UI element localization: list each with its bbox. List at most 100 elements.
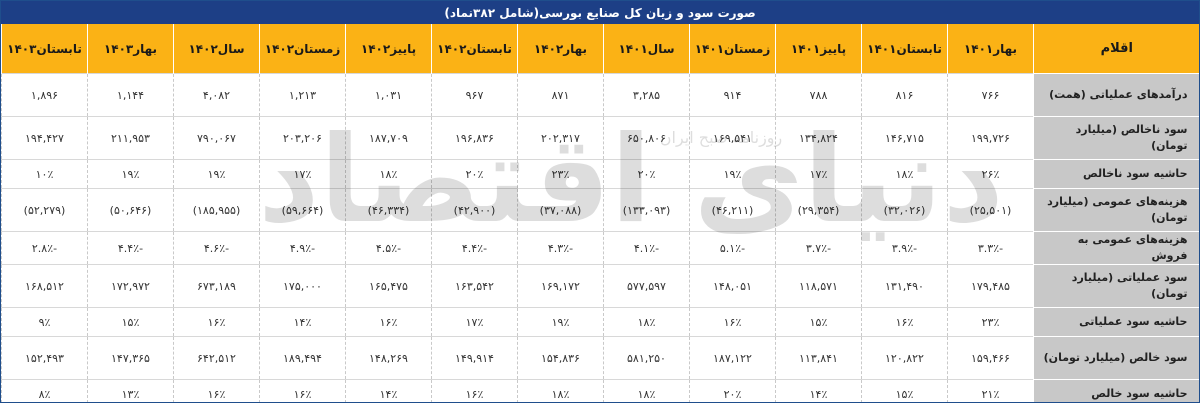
table-cell: ۱,۸۹۶	[1, 73, 88, 117]
table-cell: -۵.۱٪	[689, 231, 776, 265]
table-cell: ۱۶۹,۱۷۲	[517, 264, 604, 308]
table-cell: ۶۴۲,۵۱۲	[173, 336, 260, 380]
table-cell: ۱۷٪	[431, 307, 518, 337]
header-label: اقلام	[1033, 24, 1199, 74]
table-cell: ۱۷۲,۹۷۲	[87, 264, 174, 308]
table-cell: -۴.۴٪	[87, 231, 174, 265]
table-row: حاشیه سود خالص ۲۱٪ ۱۵٪ ۱۴٪ ۲۰٪ ۱۸٪ ۱۸٪ ۱۶٪ ۱۴٪ ۱۶…	[1, 379, 1199, 402]
table-cell: ۲۶٪	[947, 159, 1034, 189]
table-cell: ۸٪	[1, 379, 88, 402]
period-header: زمستان۱۴۰۲	[259, 24, 346, 74]
table-cell: ۱۵٪	[861, 379, 948, 402]
table-cell: ۱,۲۱۳	[259, 73, 346, 117]
header-row: اقلام بهار۱۴۰۱ تابستان۱۴۰۱ پاییز۱۴۰۱ زمس…	[1, 24, 1199, 74]
table-cell: (۴۲,۹۰۰)	[431, 188, 518, 232]
table-row: سود خالص (میلیارد تومان) ۱۵۹,۴۶۶ ۱۲۰,۸۲۲ ۱۱…	[1, 336, 1199, 380]
table-cell: ۱۴۹,۹۱۴	[431, 336, 518, 380]
table-row: هزینه‌های عمومی به فروش -۳.۳٪ -۳.۹٪ -۳.۷٪ -۵…	[1, 231, 1199, 265]
row-label: حاشیه سود عملیاتی	[1033, 307, 1199, 337]
table-cell: ۱۶٪	[861, 307, 948, 337]
table-cell: -۳.۹٪	[861, 231, 948, 265]
table-cell: ۱۶٪	[173, 379, 260, 402]
table-cell: ۱۸٪	[603, 307, 690, 337]
table-cell: -۴.۵٪	[345, 231, 432, 265]
table-body: درآمدهای عملیاتی (همت) ۷۶۶ ۸۱۶ ۷۸۸ ۹۱۴ ۳,۲۸۵ ۸…	[1, 73, 1199, 402]
row-label: سود ناخالص (میلیارد تومان)	[1033, 116, 1199, 160]
table-cell: ۴,۰۸۲	[173, 73, 260, 117]
table-cell: ۸۱۶	[861, 73, 948, 117]
table-cell: ۲۱٪	[947, 379, 1034, 402]
table-cell: (۵۹,۶۶۴)	[259, 188, 346, 232]
table-cell: -۴.۴٪	[431, 231, 518, 265]
table-cell: ۱۶۹,۵۴۱	[689, 116, 776, 160]
table-cell: ۱,۰۳۱	[345, 73, 432, 117]
table-cell: ۱۴۸,۲۶۹	[345, 336, 432, 380]
table-row: سود ناخالص (میلیارد تومان) ۱۹۹,۷۲۶ ۱۴۶,۷۱۵…	[1, 116, 1199, 160]
table-row: حاشیه سود ناخالص ۲۶٪ ۱۸٪ ۱۷٪ ۱۹٪ ۲۰٪ ۲۳٪ ۲۰٪ ۱۸٪…	[1, 159, 1199, 189]
table-cell: -۳.۳٪	[947, 231, 1034, 265]
table-cell: (۴۶,۳۳۴)	[345, 188, 432, 232]
table-cell: ۲۰٪	[689, 379, 776, 402]
table-cell: ۱۵۲,۴۹۳	[1, 336, 88, 380]
table-cell: ۱,۱۴۴	[87, 73, 174, 117]
table-cell: ۱۹۶,۸۳۶	[431, 116, 518, 160]
table-cell: ۱۹۴,۴۲۷	[1, 116, 88, 160]
table-cell: ۲۳٪	[947, 307, 1034, 337]
table-cell: ۷۸۸	[775, 73, 862, 117]
table-cell: ۱۰٪	[1, 159, 88, 189]
table-cell: (۳۲,۰۲۶)	[861, 188, 948, 232]
table-cell: (۱۳۳,۰۹۳)	[603, 188, 690, 232]
table-row: سود عملیاتی (میلیارد تومان) ۱۷۹,۴۸۵ ۱۳۱,۴۹…	[1, 264, 1199, 308]
table-title: صورت سود و زیان کل صنایع بورسی(شامل ۳۸۲ن…	[1, 1, 1199, 24]
table-row: درآمدهای عملیاتی (همت) ۷۶۶ ۸۱۶ ۷۸۸ ۹۱۴ ۳,۲۸۵ ۸…	[1, 73, 1199, 117]
table-cell: ۱۶۸,۵۱۲	[1, 264, 88, 308]
table-cell: ۱۷٪	[259, 159, 346, 189]
table-cell: ۹۶۷	[431, 73, 518, 117]
table-cell: ۱۴٪	[345, 379, 432, 402]
table-cell: ۲۱۱,۹۵۳	[87, 116, 174, 160]
table-cell: ۷۹۰,۰۶۷	[173, 116, 260, 160]
table-cell: ۱۶۳,۵۴۲	[431, 264, 518, 308]
table-cell: ۱۷۹,۴۸۵	[947, 264, 1034, 308]
table-cell: ۱۹٪	[173, 159, 260, 189]
period-header: سال۱۴۰۱	[603, 24, 690, 74]
table-cell: (۵۰,۶۴۶)	[87, 188, 174, 232]
table-cell: ۱۶٪	[259, 379, 346, 402]
table-cell: (۲۹,۳۵۴)	[775, 188, 862, 232]
period-header: تابستان۱۴۰۳	[1, 24, 88, 74]
table-cell: ۳,۲۸۵	[603, 73, 690, 117]
table-cell: ۱۴۶,۷۱۵	[861, 116, 948, 160]
table-cell: ۱۷۵,۰۰۰	[259, 264, 346, 308]
table-cell: (۱۸۵,۹۵۵)	[173, 188, 260, 232]
table-cell: ۱۵۹,۴۶۶	[947, 336, 1034, 380]
period-header: بهار۱۴۰۱	[947, 24, 1034, 74]
table-cell: ۲۰۳,۲۰۶	[259, 116, 346, 160]
row-label: سود عملیاتی (میلیارد تومان)	[1033, 264, 1199, 308]
table-cell: ۱۶۵,۴۷۵	[345, 264, 432, 308]
row-label: هزینه‌های عمومی (میلیارد تومان)	[1033, 188, 1199, 232]
table-cell: ۱۸٪	[517, 379, 604, 402]
period-header: پاییز۱۴۰۲	[345, 24, 432, 74]
table-cell: ۱۱۸,۵۷۱	[775, 264, 862, 308]
table-cell: ۱۵٪	[87, 307, 174, 337]
table-cell: (۴۶,۲۱۱)	[689, 188, 776, 232]
table-cell: ۱۴٪	[259, 307, 346, 337]
table-cell: ۸۷۱	[517, 73, 604, 117]
table-cell: ۱۹۹,۷۲۶	[947, 116, 1034, 160]
table-cell: ۱۲۰,۸۲۲	[861, 336, 948, 380]
table-cell: ۷۶۶	[947, 73, 1034, 117]
table-cell: -۴.۶٪	[173, 231, 260, 265]
table-cell: ۱۹٪	[87, 159, 174, 189]
table-cell: -۴.۳٪	[517, 231, 604, 265]
table-cell: ۶۵۰,۸۰۶	[603, 116, 690, 160]
period-header: پاییز۱۴۰۱	[775, 24, 862, 74]
table-cell: ۱۴۸,۰۵۱	[689, 264, 776, 308]
row-label: هزینه‌های عمومی به فروش	[1033, 231, 1199, 265]
table-cell: ۶۷۳,۱۸۹	[173, 264, 260, 308]
table-cell: -۳.۷٪	[775, 231, 862, 265]
period-header: تابستان۱۴۰۲	[431, 24, 518, 74]
table-cell: ۱۳٪	[87, 379, 174, 402]
table-cell: ۱۸٪	[345, 159, 432, 189]
row-label: سود خالص (میلیارد تومان)	[1033, 336, 1199, 380]
